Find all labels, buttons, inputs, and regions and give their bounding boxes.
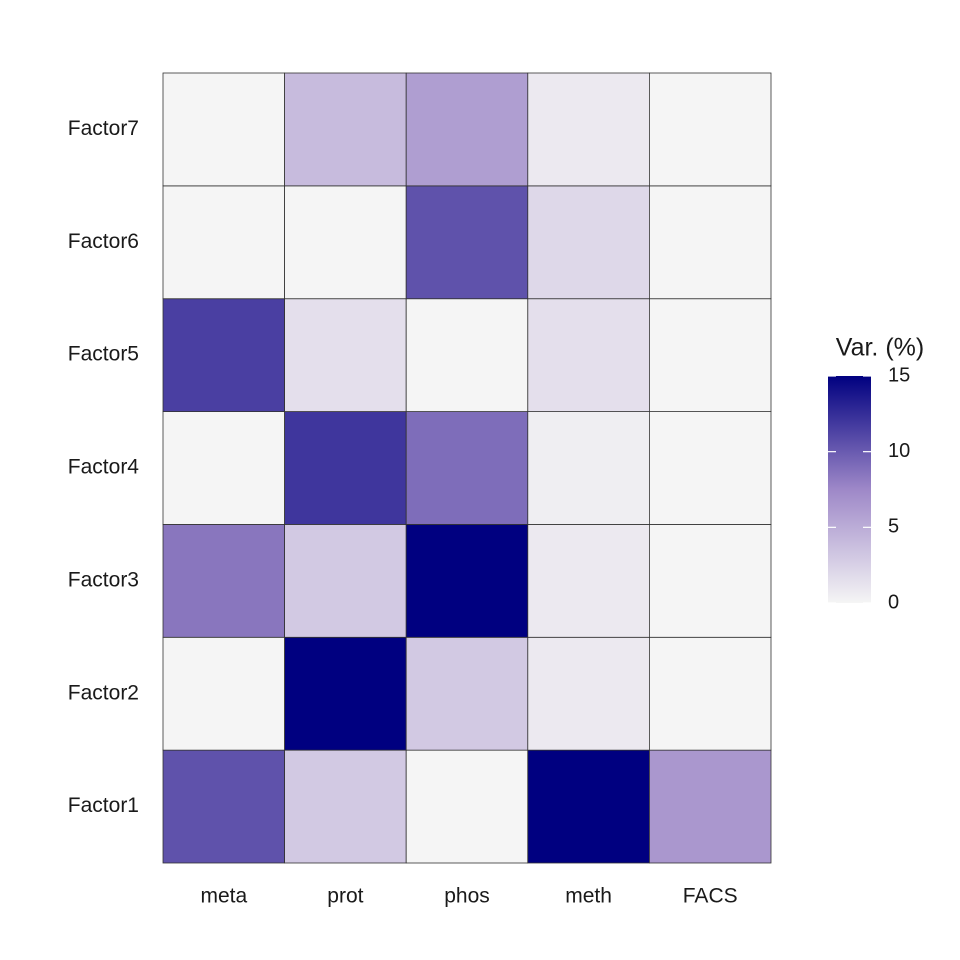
heatmap-cell <box>162 411 285 525</box>
y-tick-label: Factor3 <box>68 568 139 591</box>
legend-tick-label: 5 <box>888 516 899 538</box>
heatmap-cell <box>649 411 772 525</box>
y-tick-label: Factor4 <box>68 456 140 479</box>
heatmap-cell <box>405 636 529 751</box>
heatmap-cell <box>162 185 285 300</box>
heatmap-cell <box>162 298 285 412</box>
x-tick-label: phos <box>444 885 490 908</box>
y-tick-label: Factor2 <box>68 681 139 704</box>
heatmap-cell <box>649 524 772 638</box>
heatmap-cell <box>162 524 285 638</box>
heatmap-cell <box>405 411 529 525</box>
heatmap-cell <box>405 749 529 864</box>
heatmap-cell <box>649 636 772 751</box>
y-tick-label: Factor6 <box>68 230 139 253</box>
heatmap-cell <box>405 72 529 187</box>
heatmap-cell <box>162 72 285 187</box>
x-tick-label: prot <box>327 885 363 908</box>
heatmap-cell <box>405 298 529 412</box>
legend-colorbar <box>828 376 871 603</box>
heatmap-cell <box>284 411 407 525</box>
heatmap-cell <box>527 636 650 751</box>
heatmap-cell <box>284 72 407 187</box>
y-tick-label: Factor5 <box>68 343 139 366</box>
heatmap-cell <box>527 411 650 525</box>
y-tick-label: Factor7 <box>68 117 139 140</box>
legend-tick-label: 10 <box>888 440 910 462</box>
heatmap-cell <box>649 185 772 300</box>
heatmap-cell <box>284 636 407 751</box>
heatmap-cell <box>527 749 650 864</box>
x-tick-label: FACS <box>683 885 738 908</box>
heatmap-cell <box>649 298 772 412</box>
heatmap-cell <box>527 524 650 638</box>
legend-tick-label: 0 <box>888 591 899 613</box>
heatmap-cell <box>284 524 407 638</box>
heatmap-cell <box>527 185 650 300</box>
heatmap-cell <box>649 72 772 187</box>
legend-tick-label: 15 <box>888 364 910 386</box>
heatmap-cell <box>284 749 407 864</box>
heatmap-cell <box>649 749 772 864</box>
y-tick-label: Factor1 <box>68 794 139 817</box>
x-tick-label: meta <box>200 885 247 908</box>
heatmap-cell <box>527 72 650 187</box>
heatmap-cell <box>284 185 407 300</box>
heatmap-cell <box>405 524 529 638</box>
heatmap-cell <box>162 636 285 751</box>
legend-title: Var. (%) <box>836 334 924 362</box>
heatmap-cell <box>527 298 650 412</box>
heatmap-cell <box>162 749 285 864</box>
heatmap-cell <box>405 185 529 300</box>
x-tick-label: meth <box>565 885 612 908</box>
heatmap-cell <box>284 298 407 412</box>
